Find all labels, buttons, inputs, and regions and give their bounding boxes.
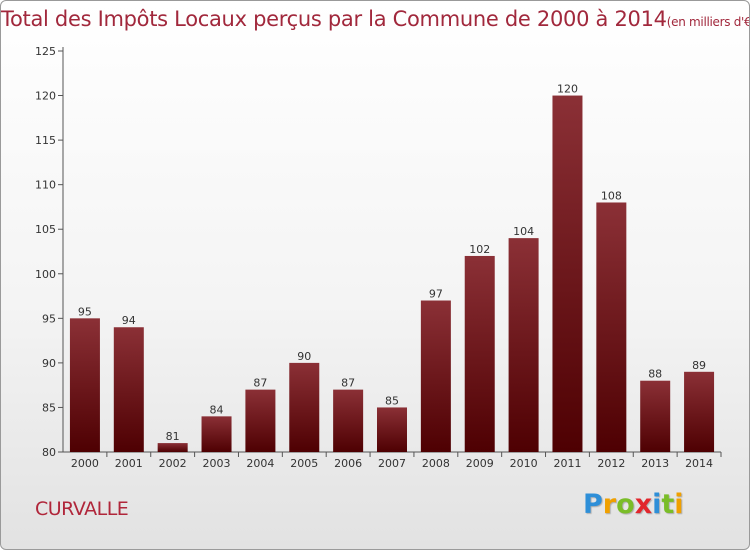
x-tick-label: 2007	[378, 457, 406, 470]
proxiti-logo[interactable]: Proxiti	[583, 489, 684, 520]
bar-value-label: 84	[210, 403, 224, 416]
x-tick-label: 2003	[203, 457, 231, 470]
bar-value-label: 89	[692, 359, 706, 372]
logo-letter: r	[602, 489, 617, 520]
y-tick-label: 120	[35, 90, 56, 103]
x-tick-label: 2004	[246, 457, 274, 470]
y-tick-label: 105	[35, 223, 56, 236]
y-tick-label: 90	[42, 357, 56, 370]
y-tick-label: 110	[35, 179, 56, 192]
x-tick-label: 2008	[422, 457, 450, 470]
bar-value-label: 87	[253, 377, 267, 390]
bar-value-label: 108	[601, 189, 622, 202]
bar-2012[interactable]	[596, 202, 627, 452]
bar-2004[interactable]	[245, 389, 276, 452]
chart-title: Total des Impôts Locaux perçus par la Co…	[1, 7, 750, 31]
chart-title-text: Total des Impôts Locaux perçus par la Co…	[1, 7, 667, 31]
x-tick-label: 2009	[466, 457, 494, 470]
logo-letter: i	[652, 489, 662, 520]
y-tick-label: 125	[35, 45, 56, 58]
x-tick-label: 2010	[510, 457, 538, 470]
x-tick-label: 2005	[290, 457, 318, 470]
bar-value-label: 95	[78, 305, 92, 318]
bar-series: 95 94 81 84 87 90 87 85 97 102 104 120 108 88 89	[69, 83, 715, 453]
bar-2009[interactable]	[464, 255, 495, 452]
bar-2011[interactable]	[552, 95, 583, 453]
bar-value-label: 102	[469, 243, 490, 256]
x-tick-label: 2002	[159, 457, 187, 470]
bar-value-label: 87	[341, 377, 355, 390]
commune-name: CURVALLE	[35, 498, 129, 520]
bar-value-label: 88	[648, 368, 662, 381]
chart-title-unit: (en milliers d'€)	[666, 15, 750, 29]
y-tick-label: 100	[35, 268, 56, 281]
y-tick-label: 85	[42, 401, 56, 414]
logo-letter: x	[634, 489, 653, 520]
y-tick-label: 80	[42, 446, 56, 459]
x-tick-label: 2013	[641, 457, 669, 470]
bar-2008[interactable]	[420, 300, 451, 452]
bar-2006[interactable]	[333, 389, 364, 452]
x-tick-label: 2001	[115, 457, 143, 470]
bar-value-label: 85	[385, 394, 399, 407]
logo-letter: o	[616, 489, 635, 520]
x-axis: 2000 2001 2002 2003 2004 2005 2006 2007 2008 2009…	[63, 451, 722, 470]
bar-2014[interactable]	[684, 371, 715, 452]
y-tick-label: 115	[35, 134, 56, 147]
x-tick-label: 2011	[553, 457, 581, 470]
x-tick-label: 2012	[597, 457, 625, 470]
y-tick-label: 95	[42, 312, 56, 325]
logo-letter: t	[661, 489, 675, 520]
logo-letter: i	[674, 489, 684, 520]
logo-letter: P	[583, 489, 603, 520]
bar-value-label: 120	[557, 83, 578, 96]
bar-value-label: 104	[513, 225, 534, 238]
bar-2002[interactable]	[157, 443, 188, 452]
bar-2010[interactable]	[508, 238, 539, 452]
bar-value-label: 97	[429, 288, 443, 301]
bar-2005[interactable]	[289, 362, 320, 452]
x-tick-label: 2014	[685, 457, 713, 470]
bar-value-label: 90	[297, 350, 311, 363]
bar-value-label: 94	[122, 314, 136, 327]
bar-2013[interactable]	[640, 380, 671, 452]
y-axis: 80 85 90 95 100 105 110 115 120 125	[35, 45, 64, 459]
bar-2001[interactable]	[113, 327, 144, 452]
x-tick-label: 2006	[334, 457, 362, 470]
bar-2003[interactable]	[201, 416, 232, 452]
bar-value-label: 81	[166, 430, 180, 443]
x-tick-label: 2000	[71, 457, 99, 470]
bar-2000[interactable]	[69, 318, 100, 452]
bar-2007[interactable]	[377, 407, 407, 452]
